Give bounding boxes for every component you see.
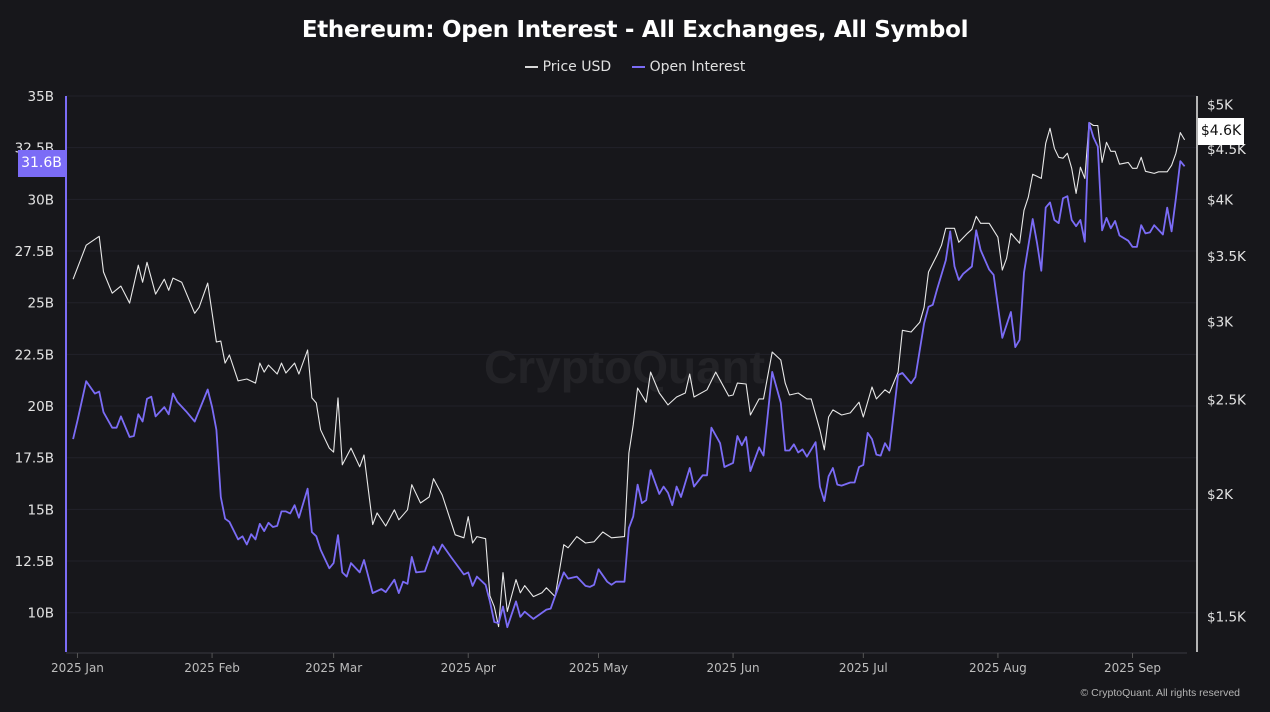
open-interest-line — [72, 122, 1186, 629]
gridlines — [66, 95, 1197, 614]
x-tick-label: 2025 Jun — [707, 661, 760, 675]
current-open-interest-tag: 31.6B — [18, 150, 65, 177]
x-tick-label: 2025 Apr — [441, 661, 496, 675]
legend: Price USD Open Interest — [0, 59, 1270, 75]
left-tick-label: 30B — [28, 192, 54, 208]
price-line — [72, 121, 1186, 628]
copyright-notice: © CryptoQuant. All rights reserved — [1080, 687, 1240, 699]
left-tick-label: 20B — [28, 399, 54, 415]
left-tick-label: 25B — [28, 296, 54, 312]
left-tick-label: 10B — [28, 606, 54, 622]
series-lines — [72, 121, 1186, 629]
right-tick-label: $4.5K — [1207, 142, 1247, 158]
right-tick-label: $3K — [1207, 315, 1234, 331]
legend-swatch-price — [524, 66, 538, 68]
price-points — [73, 122, 1185, 627]
legend-item-price[interactable]: Price USD — [524, 59, 612, 75]
right-tick-label: $3.5K — [1207, 249, 1247, 265]
right-axis: $5K $4.5K $4K $3.5K $3K $2.5K $2K $1.5K — [1196, 96, 1247, 652]
right-tick-label: $4K — [1207, 192, 1234, 208]
x-tick-label: 2025 Sep — [1104, 661, 1161, 675]
legend-swatch-open-interest — [631, 66, 645, 68]
open-interest-points — [73, 122, 1185, 628]
x-axis: 2025 Jan 2025 Feb 2025 Mar 2025 Apr 2025 May… — [51, 652, 1187, 675]
x-tick-label: 2025 Jul — [839, 661, 888, 675]
chart-title: Ethereum: Open Interest - All Exchanges,… — [301, 17, 969, 43]
x-tick-label: 2025 Feb — [184, 661, 240, 675]
watermark-logo: CryptoQuant — [484, 341, 766, 393]
left-tick-label: 17.5B — [15, 451, 54, 467]
left-tick-label: 12.5B — [15, 554, 54, 570]
left-tick-label: 27.5B — [15, 244, 54, 260]
left-tick-label: 22.5B — [15, 347, 54, 363]
right-tick-label: $2.5K — [1207, 392, 1247, 408]
right-tick-label: $5K — [1207, 97, 1234, 113]
x-tick-label: 2025 Jan — [51, 661, 104, 675]
legend-label-open-interest: Open Interest — [649, 59, 746, 75]
x-tick-label: 2025 May — [569, 661, 628, 675]
left-axis: 35B32.5B30B27.5B25B22.5B20B17.5B15B12.5B… — [15, 89, 67, 652]
x-tick-label: 2025 Aug — [969, 661, 1027, 675]
legend-label-price: Price USD — [542, 59, 612, 75]
current-price-tag: $4.6K — [1198, 118, 1244, 145]
left-tick-label: 15B — [28, 502, 54, 518]
left-tick-label: 35B — [28, 89, 54, 105]
right-tick-label: $1.5K — [1207, 610, 1247, 626]
right-tick-label: $2K — [1207, 487, 1234, 503]
legend-item-open-interest[interactable]: Open Interest — [631, 59, 746, 75]
x-tick-label: 2025 Mar — [305, 661, 362, 675]
